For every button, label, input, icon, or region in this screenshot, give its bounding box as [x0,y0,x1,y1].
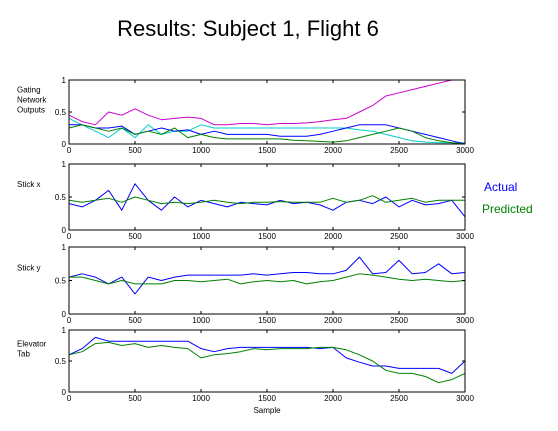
y-axis-label: Stick x [17,180,41,189]
x-tick-label: 1500 [258,232,276,241]
x-tick-label: 0 [67,146,72,155]
subplot-4: 0 500 1000 1500 2000 2500 3000 0 0.5 1 ElevatorTab… [17,326,474,415]
x-tick-label: 3000 [456,232,474,241]
x-tick-label: 1000 [192,316,210,325]
x-tick-label: 1000 [192,394,210,403]
x-tick-label: 3000 [456,146,474,155]
x-tick-label: 3000 [456,316,474,325]
y-tick-label: 0 [62,140,67,149]
legend-entry-actual: Actual [484,180,517,194]
y-tick-label: 0.5 [55,357,67,366]
subplot-1: 0 500 1000 1500 2000 2500 3000 0 0.5 1 GatingNetwo… [17,76,474,155]
y-tick-label: 0.5 [55,277,67,286]
x-tick-label: 2500 [390,232,408,241]
series-line-predicted [69,273,466,285]
series-line-actual [68,336,466,374]
x-tick-label: 1000 [192,232,210,241]
y-axis-label: Gating [17,85,41,94]
subplot-3: 0 500 1000 1500 2000 2500 3000 0 0.5 1 Stick y [17,243,474,325]
x-tick-label: 0 [67,394,72,403]
x-tick-label: 0 [67,316,72,325]
y-tick-label: 0.5 [55,193,67,202]
chart-title: Results: Subject 1, Flight 6 [117,16,379,41]
x-tick-label: 0 [67,232,72,241]
series-line-predicted [68,341,466,384]
x-tick-label: 500 [128,316,142,325]
y-tick-label: 0 [62,226,67,235]
y-axis-label: Stick y [17,263,41,272]
y-axis-label: Outputs [17,105,45,114]
x-tick-label: 500 [128,394,142,403]
x-axis-label: Sample [253,406,281,415]
x-tick-label: 500 [128,146,142,155]
y-axis-label: Tab [17,350,30,359]
y-tick-label: 1 [62,326,67,335]
x-tick-label: 3000 [456,394,474,403]
y-tick-label: 1 [62,243,67,252]
series-line-actual [68,256,466,295]
x-tick-label: 2500 [390,316,408,325]
series-line-2 [68,117,465,144]
x-tick-label: 1500 [258,316,276,325]
legend-entry-predicted: Predicted [482,202,533,216]
axes-frame [68,329,466,393]
x-tick-label: 2000 [324,146,342,155]
x-tick-label: 2000 [324,316,342,325]
y-axis-label: Elevator [17,340,47,349]
y-tick-label: 1 [62,160,67,169]
y-tick-label: 1 [62,76,67,85]
y-tick-label: 0 [62,310,67,319]
x-tick-label: 1500 [258,394,276,403]
y-axis-label: Network [17,95,47,104]
x-tick-label: 500 [128,232,142,241]
y-tick-label: 0 [62,388,67,397]
x-tick-label: 1500 [258,146,276,155]
y-tick-label: 0.5 [55,108,67,117]
x-tick-label: 1000 [192,146,210,155]
series-line-1 [68,79,465,126]
series-line-predicted [68,195,465,205]
subplots: 0 500 1000 1500 2000 2500 300000.51GatingNetwo… [17,76,474,415]
x-tick-label: 2500 [390,394,408,403]
series-line-actual [68,183,466,218]
x-tick-label: 2000 [324,232,342,241]
subplot-2: 0 500 1000 1500 2000 2500 3000 0 0.5 1 Stick x [17,160,474,241]
x-tick-label: 2500 [390,146,408,155]
series-line-4 [68,124,466,145]
x-tick-label: 2000 [324,394,342,403]
